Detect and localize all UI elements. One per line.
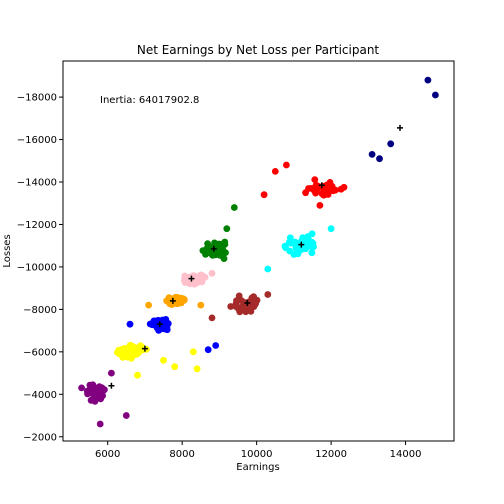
data-point <box>305 238 313 246</box>
data-point <box>208 314 216 322</box>
data-point <box>327 225 335 233</box>
centroid-marker <box>298 241 305 248</box>
data-point <box>282 244 289 252</box>
plot-background <box>63 61 454 441</box>
x-tick-label: 14000 <box>390 449 422 460</box>
data-point <box>160 356 167 364</box>
data-point <box>208 269 216 277</box>
data-point <box>302 189 309 197</box>
data-point <box>145 301 153 309</box>
y-tick-label: −16000 <box>17 135 57 146</box>
data-point <box>312 189 319 197</box>
data-point <box>308 249 316 257</box>
data-point <box>204 240 212 248</box>
data-point <box>260 191 268 199</box>
data-point <box>202 251 209 258</box>
data-point <box>264 265 272 273</box>
data-point <box>299 242 307 250</box>
data-point <box>230 204 238 211</box>
y-axis-label: Losses <box>2 234 13 267</box>
data-point <box>218 240 226 248</box>
data-point <box>299 234 307 242</box>
data-point <box>122 412 130 419</box>
centroid-marker <box>397 124 404 131</box>
y-axis-ticks: −2000 −4000 −6000 −8000 −10000 −12000 −14000 −1… <box>17 93 63 443</box>
data-point <box>250 293 257 301</box>
data-point <box>271 168 279 175</box>
data-point <box>308 230 316 238</box>
inertia-annotation: Inertia: 64017902.8 <box>100 95 199 106</box>
plot-frame <box>62 60 455 442</box>
data-point <box>108 369 115 377</box>
data-point <box>212 342 220 349</box>
y-tick-label: −8000 <box>23 305 57 316</box>
y-tick-label: −2000 <box>23 432 57 443</box>
centroid-marker <box>188 275 195 282</box>
data-point <box>236 304 244 312</box>
y-tick-label: −4000 <box>23 390 57 401</box>
data-point <box>340 183 348 191</box>
data-point <box>181 277 189 285</box>
data-point <box>171 363 179 371</box>
data-point <box>134 371 141 379</box>
data-point <box>197 273 204 281</box>
data-point <box>247 305 254 313</box>
data-point <box>193 365 201 373</box>
data-point <box>312 183 320 191</box>
data-point <box>160 321 168 329</box>
y-tick-label: −12000 <box>17 220 57 231</box>
data-point <box>204 346 212 354</box>
data-point <box>283 161 290 169</box>
data-point <box>264 291 272 298</box>
data-point <box>97 395 105 403</box>
y-tick-label: −6000 <box>23 347 57 358</box>
data-point <box>96 389 103 397</box>
data-point <box>227 303 235 310</box>
data-point <box>197 301 205 309</box>
data-point <box>120 351 128 358</box>
y-tick-label: −18000 <box>17 93 57 104</box>
data-point <box>287 239 295 247</box>
x-tick-label: 6000 <box>95 449 120 460</box>
data-point <box>316 202 324 209</box>
data-point <box>78 384 85 392</box>
data-point <box>87 396 95 404</box>
centroid-marker <box>210 245 217 252</box>
data-point <box>326 183 334 191</box>
data-point <box>189 348 197 356</box>
data-point <box>376 155 383 163</box>
x-tick-label: 10000 <box>241 449 273 460</box>
centroid-marker <box>108 382 115 389</box>
data-point <box>320 190 327 197</box>
plot-area: Inertia: 64017902.8 <box>62 60 455 442</box>
data-point <box>130 350 137 357</box>
data-point <box>235 292 243 300</box>
x-axis-ticks: 6000 8000 10000 12000 14000 <box>95 441 422 460</box>
centroid-marker <box>169 297 176 304</box>
data-point <box>177 297 185 304</box>
data-point <box>387 140 395 148</box>
data-point <box>432 91 439 99</box>
data-point <box>311 176 319 184</box>
x-tick-label: 12000 <box>315 449 347 460</box>
data-point <box>424 76 432 84</box>
centroid-marker <box>156 321 163 328</box>
data-point <box>126 320 134 328</box>
centroid-marker <box>318 182 325 189</box>
y-tick-label: −10000 <box>17 262 57 273</box>
data-point <box>223 225 231 233</box>
centroid-marker <box>141 345 148 352</box>
data-point <box>252 300 259 308</box>
x-axis-label: Earnings <box>236 462 279 473</box>
centroid-markers <box>108 124 404 389</box>
y-tick-label: −14000 <box>17 178 57 189</box>
x-tick-label: 8000 <box>169 449 194 460</box>
data-point <box>368 151 376 158</box>
chart-title: Net Earnings by Net Loss per Participant <box>137 43 380 57</box>
centroid-marker <box>244 300 251 307</box>
data-point <box>96 420 104 428</box>
